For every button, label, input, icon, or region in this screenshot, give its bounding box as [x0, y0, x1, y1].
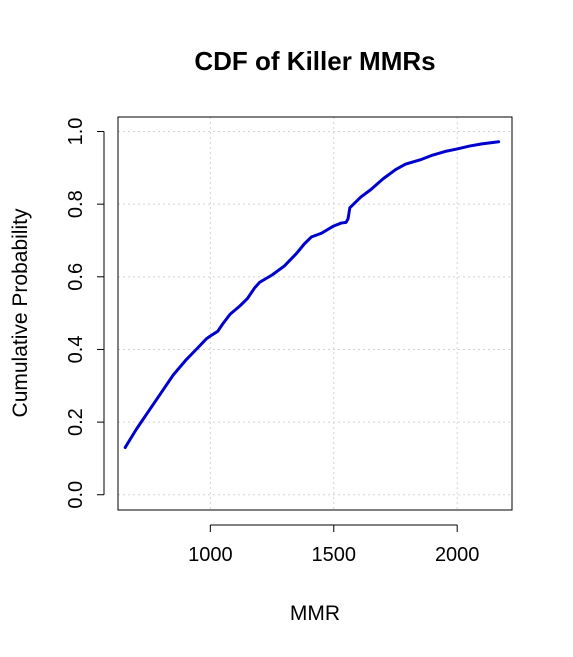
y-tick-label: 0.6	[65, 263, 87, 291]
y-tick-label: 0.4	[65, 336, 87, 364]
y-axis-label: Cumulative Probability	[9, 208, 32, 417]
x-axis: 1000 1500 2000	[188, 524, 480, 566]
chart-title: CDF of Killer MMRs	[194, 46, 435, 76]
cdf-line	[123, 140, 501, 450]
x-tick-label: 2000	[435, 544, 480, 566]
y-axis: 0.0 0.2 0.4 0.6 0.8 1.0	[65, 118, 105, 509]
x-tick-label: 1500	[312, 544, 357, 566]
plot-border	[117, 116, 513, 511]
grid	[118, 117, 512, 510]
y-tick-label: 0.8	[65, 190, 87, 218]
y-tick-label: 1.0	[65, 118, 87, 146]
data-layer	[123, 140, 501, 450]
x-axis-label: MMR	[290, 602, 340, 625]
x-tick-label: 1000	[188, 544, 233, 566]
y-tick-label: 0.0	[65, 481, 87, 509]
y-tick-label: 0.2	[65, 408, 87, 436]
